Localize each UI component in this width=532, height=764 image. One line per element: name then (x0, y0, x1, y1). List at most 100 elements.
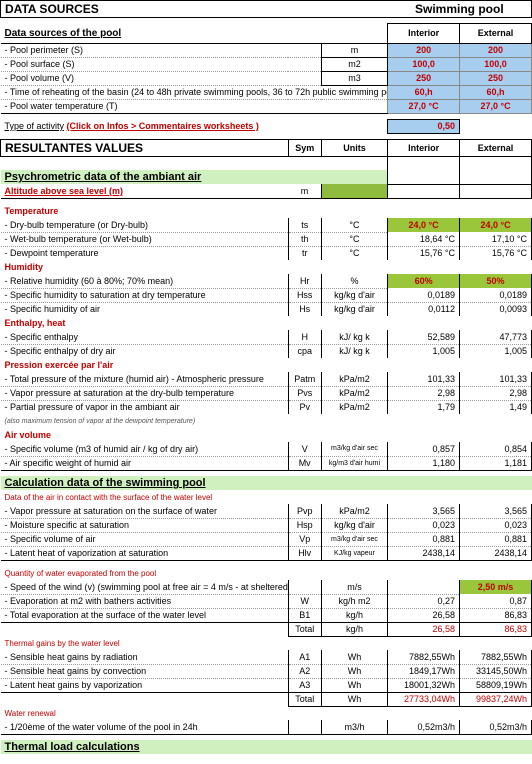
row-unit: % (321, 274, 387, 288)
pool-row-label: - Time of reheating of the basin (24 to … (1, 85, 388, 99)
row-ext: 24,0 °C (460, 218, 532, 232)
row-label: - Air specific weight of humid air (1, 456, 289, 470)
surfair-title: Data of the air in contact with the surf… (1, 490, 532, 504)
row-unit: Wh (321, 664, 387, 678)
psych-title: Psychrometric data of the ambiant air (1, 170, 388, 184)
row-ext: 2438,14 (460, 546, 532, 560)
row-label: - Specific volume of air (1, 532, 289, 546)
row-label: - Total evaporation at the surface of th… (1, 608, 289, 622)
row-unit: °C (321, 246, 387, 260)
row-sym: Vp (288, 532, 321, 546)
row-int: 52,589 (388, 330, 460, 344)
row-label: - Vapor pressure at saturation on the su… (1, 504, 289, 518)
pool-row-int: 60,h (388, 85, 460, 99)
water-title: Water renewal (1, 706, 532, 720)
hum-title: Humidity (1, 260, 532, 274)
pool-row-int: 250 (388, 71, 460, 85)
row-ext: 2,98 (460, 386, 532, 400)
pool-row-ext: 60,h (460, 85, 532, 99)
row-label: - Dewpoint temperature (1, 246, 289, 260)
row-int: 18,64 °C (388, 232, 460, 246)
row-ext: 0,0189 (460, 288, 532, 302)
row-sym: Hr (288, 274, 321, 288)
row-unit: kJ/ kg k (321, 330, 387, 344)
header-left: DATA SOURCES (1, 1, 388, 18)
row-label: - Latent heat of vaporization at saturat… (1, 546, 289, 560)
row-ext: 58809,19Wh (460, 678, 532, 692)
pool-row-label: - Pool volume (V) (1, 71, 322, 85)
row-int: 101,33 (388, 372, 460, 386)
therm-title: Thermal gains by the water level (1, 636, 532, 650)
activity-label: Type of activity (5, 121, 65, 131)
row-sym: Hs (288, 302, 321, 316)
row-int: 26,58 (388, 608, 460, 622)
row-unit: KJ/kg vapeur (321, 546, 387, 560)
row-label: - Latent heat gains by vaporization (1, 678, 289, 692)
enth-title: Enthalpy, heat (1, 316, 532, 330)
row-ext: 0,87 (460, 594, 532, 608)
row-unit: kg/kg d'air (321, 518, 387, 532)
row-ext: 47,773 (460, 330, 532, 344)
row-sym: Patm (288, 372, 321, 386)
row-ext: 50% (460, 274, 532, 288)
pool-row-int: 100,0 (388, 57, 460, 71)
row-int: 18001,32Wh (388, 678, 460, 692)
row-unit: kPa/m2 (321, 372, 387, 386)
total-int: 26,58 (388, 622, 460, 636)
col-external: External (460, 24, 532, 44)
row-int: 2438,14 (388, 546, 460, 560)
pres-note: (also maximum tension of vapor at the de… (1, 414, 532, 428)
row-label: - Speed of the wind (v) (swimming pool a… (1, 580, 289, 594)
row-label: - Specific enthalpy of dry air (1, 344, 289, 358)
row-unit: Wh (321, 678, 387, 692)
row-ext: 0,52m3/h (460, 720, 532, 734)
row-label: - Relative humidity (60 à 80%; 70% mean) (1, 274, 289, 288)
total-unit: Wh (321, 692, 387, 706)
row-sym: Pv (288, 400, 321, 414)
pool-row-ext: 250 (460, 71, 532, 85)
row-unit: Wh (321, 650, 387, 664)
row-ext: 0,854 (460, 442, 532, 456)
row-sym: Mv (288, 456, 321, 470)
row-label: - Specific humidity to saturation at dry… (1, 288, 289, 302)
row-unit: kJ/ kg k (321, 344, 387, 358)
row-ext: 3,565 (460, 504, 532, 518)
row-int: 1849,17Wh (388, 664, 460, 678)
row-label: - 1/20ème of the water volume of the poo… (1, 720, 289, 734)
row-int: 3,565 (388, 504, 460, 518)
row-label: - Wet-bulb temperature (or Wet-bulb) (1, 232, 289, 246)
row-unit: m3/kg d'air sec (321, 532, 387, 546)
total-unit: kg/h (321, 622, 387, 636)
row-int: 2,98 (388, 386, 460, 400)
row-unit: kg/h (321, 608, 387, 622)
temp-title: Temperature (1, 204, 532, 218)
row-int: 0,857 (388, 442, 460, 456)
row-ext: 17,10 °C (460, 232, 532, 246)
row-int: 1,180 (388, 456, 460, 470)
alt-unit: m (288, 184, 321, 198)
row-sym: ts (288, 218, 321, 232)
row-sym: A1 (288, 650, 321, 664)
row-int: 0,0112 (388, 302, 460, 316)
row-sym: Pvp (288, 504, 321, 518)
row-int (388, 580, 460, 594)
row-sym: B1 (288, 608, 321, 622)
pool-row-label: - Pool surface (S) (1, 57, 322, 71)
res-int: Interior (388, 139, 460, 156)
row-sym: Hsp (288, 518, 321, 532)
row-label: - Evaporation at m2 with bathers activit… (1, 594, 289, 608)
row-ext: 1,49 (460, 400, 532, 414)
calc-title: Calculation data of the swimming pool (1, 476, 532, 490)
row-label: - Sensible heat gains by radiation (1, 650, 289, 664)
total-label: Total (288, 622, 321, 636)
row-label: - Specific enthalpy (1, 330, 289, 344)
res-sym: Sym (288, 139, 321, 156)
col-interior: Interior (388, 24, 460, 44)
row-unit: kg/kg d'air (321, 302, 387, 316)
tlc-title: Thermal load calculations (1, 740, 532, 754)
activity-link[interactable]: (Click on Infos > Commentaires worksheet… (67, 121, 259, 131)
row-int: 0,881 (388, 532, 460, 546)
row-int: 0,023 (388, 518, 460, 532)
pres-title: Pression exercée par l'air (1, 358, 532, 372)
row-label: - Vapor pressure at saturation at the dr… (1, 386, 289, 400)
